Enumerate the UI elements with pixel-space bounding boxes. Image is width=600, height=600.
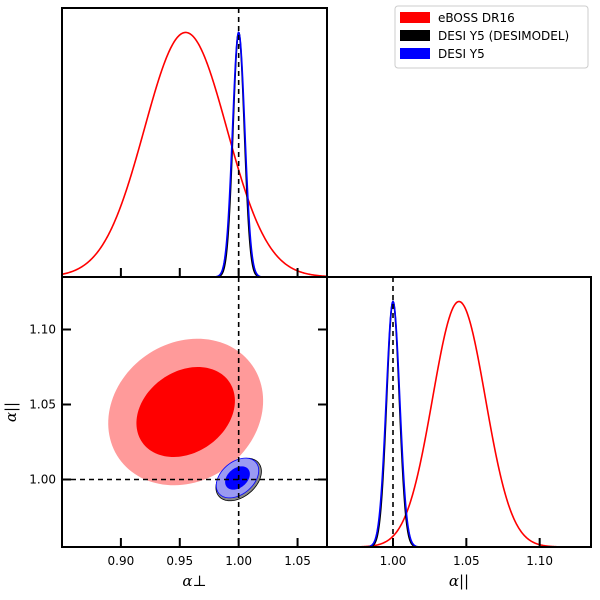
legend-entry-desimodel: DESI Y5 (DESIMODEL) [400,29,569,43]
legend: eBOSS DR16 DESI Y5 (DESIMODEL) DESI Y5 [394,5,589,69]
alpha-par-curve-desi-y5-desimodel [327,300,591,548]
alpha-par-marginal-frame [326,276,592,548]
contour-x-tick-label-2: 1.00 [225,554,252,568]
alpha-perp-curve-desi-y5 [62,31,327,278]
alpha-par-curve-eboss-dr16 [327,300,591,548]
alpha-par-tick-label-1: 1.05 [453,554,480,568]
contour-desi-y5-1sigma [225,466,250,490]
legend-swatch-desi-y5 [400,48,430,59]
x-axis-label-alpha-par: α|| [449,572,469,590]
alpha-par-tick-label-0: 1.00 [380,554,407,568]
contour-y-tick-label-2: 1.10 [29,323,56,337]
legend-label-eboss: eBOSS DR16 [438,11,515,25]
alpha-par-tick-label-2: 1.10 [526,554,553,568]
alpha-perp-marginal-ticks [119,268,299,277]
y-axis-label-alpha-par: α|| [2,402,20,422]
alpha-par-curve-desi-y5 [327,300,591,548]
contour-reference-lines [62,277,327,547]
alpha-perp-marginal-curves [61,31,328,278]
alpha-par-marginal-curves [327,300,591,548]
legend-swatch-desimodel [400,30,430,41]
contour-ticks: 0.90 0.95 1.00 1.05 1.00 1.05 1.10 [29,323,327,568]
legend-label-desimodel: DESI Y5 (DESIMODEL) [438,29,569,43]
legend-entry-eboss: eBOSS DR16 [400,11,515,25]
alpha-perp-curve-eboss-dr16 [61,31,328,278]
legend-box [394,5,589,69]
x-axis-label-alpha-perp: α⊥ [182,572,206,590]
contour-x-tick-label-3: 1.05 [284,554,311,568]
alpha-par-marginal-ticks: 1.00 1.05 1.10 [380,538,553,568]
confidence-contours [108,338,264,502]
contour-x-tick-label-0: 0.90 [108,554,135,568]
legend-entry-desi-y5: DESI Y5 [400,47,485,61]
contour-eboss-dr16-1sigma [136,367,235,457]
contour-panel: 0.90 0.95 1.00 1.05 1.00 1.05 1.10 α⊥ α|| [2,276,328,590]
contour-x-tick-label-1: 0.95 [166,554,193,568]
contour-y-tick-label-1: 1.05 [29,398,56,412]
alpha-perp-marginal-panel [61,7,328,278]
legend-label-desi-y5: DESI Y5 [438,47,485,61]
legend-swatch-eboss [400,12,430,23]
alpha-par-marginal-panel: 1.00 1.05 1.10 α|| [326,276,592,590]
contour-y-tick-label-0: 1.00 [29,473,56,487]
alpha-perp-curve-desi-y5-desimodel [62,31,327,278]
alpha-perp-marginal-frame [61,7,328,278]
